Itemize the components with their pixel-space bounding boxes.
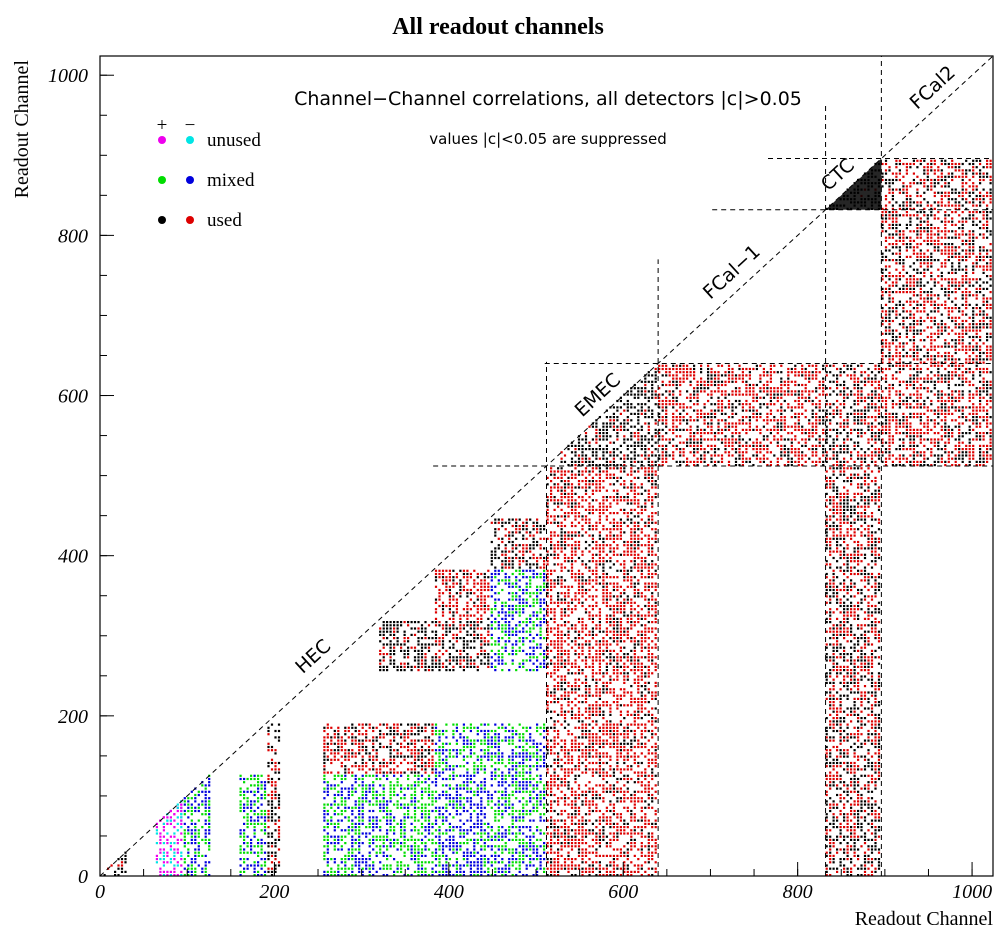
legend-pos-marker <box>158 216 166 224</box>
region-label: EMEC <box>571 369 625 421</box>
region-label: HEC <box>291 635 335 678</box>
annotation-main: Channel−Channel correlations, all detect… <box>294 88 802 110</box>
correlation-block <box>434 569 490 620</box>
correlation-block <box>434 774 490 876</box>
correlation-block <box>323 723 378 774</box>
boundary-lines <box>100 56 993 876</box>
correlation-block <box>658 364 825 467</box>
legend-pos-marker <box>158 136 166 144</box>
correlation-block <box>183 774 211 876</box>
x-tick-label: 800 <box>783 881 813 903</box>
correlation-block <box>560 367 657 467</box>
y-tick-label: 800 <box>58 225 88 247</box>
region-label: FCal2 <box>906 62 960 114</box>
legend-pos-marker <box>158 176 166 184</box>
correlation-block <box>490 569 546 620</box>
x-tick-label: 600 <box>608 881 638 903</box>
y-tick-label: 400 <box>58 546 88 568</box>
correlation-block <box>825 364 881 876</box>
plot-frame <box>99 55 994 877</box>
correlation-block <box>881 159 992 467</box>
x-tick-label: 0 <box>95 881 105 903</box>
chart-title: All readout channels <box>392 14 604 40</box>
legend-neg-marker <box>186 136 194 144</box>
correlation-block <box>490 518 546 569</box>
legend-minus-header: − <box>185 115 196 136</box>
x-axis-label: Readout Channel <box>855 908 994 930</box>
correlation-block <box>379 621 434 672</box>
correlation-block <box>546 467 657 876</box>
x-tick-label: 1000 <box>952 881 992 903</box>
legend-label: mixed <box>207 170 255 191</box>
y-axis: 0 200 400 600 800 1000 <box>48 65 114 888</box>
correlation-blocks <box>103 159 992 876</box>
x-tick-label: 400 <box>434 881 464 903</box>
annotation-sub: values |c|<0.05 are suppressed <box>429 130 666 148</box>
x-axis: 0 200 400 600 800 1000 <box>95 862 992 903</box>
correlation-block <box>103 851 127 876</box>
y-axis-label: Readout Channel <box>11 60 33 199</box>
legend-plus-header: + <box>157 115 168 136</box>
region-label: FCal−1 <box>699 241 765 304</box>
y-tick-label: 600 <box>58 386 88 408</box>
legend-neg-marker <box>186 176 194 184</box>
correlation-block <box>434 723 546 774</box>
correlation-block <box>490 774 546 876</box>
x-tick-label: 200 <box>259 881 289 903</box>
y-tick-label: 0 <box>78 866 88 888</box>
legend: + − unused mixed used <box>157 115 262 231</box>
legend-label: unused <box>207 130 261 151</box>
correlation-block <box>379 774 434 876</box>
legend-label: used <box>207 210 242 231</box>
y-tick-label: 1000 <box>48 65 88 87</box>
correlation-block <box>267 723 281 876</box>
correlation-block <box>239 774 267 876</box>
correlation-block <box>434 621 490 672</box>
correlation-block <box>323 774 378 876</box>
correlation-block <box>490 621 546 672</box>
legend-neg-marker <box>186 216 194 224</box>
correlation-block <box>379 723 434 774</box>
y-tick-label: 200 <box>58 706 88 728</box>
